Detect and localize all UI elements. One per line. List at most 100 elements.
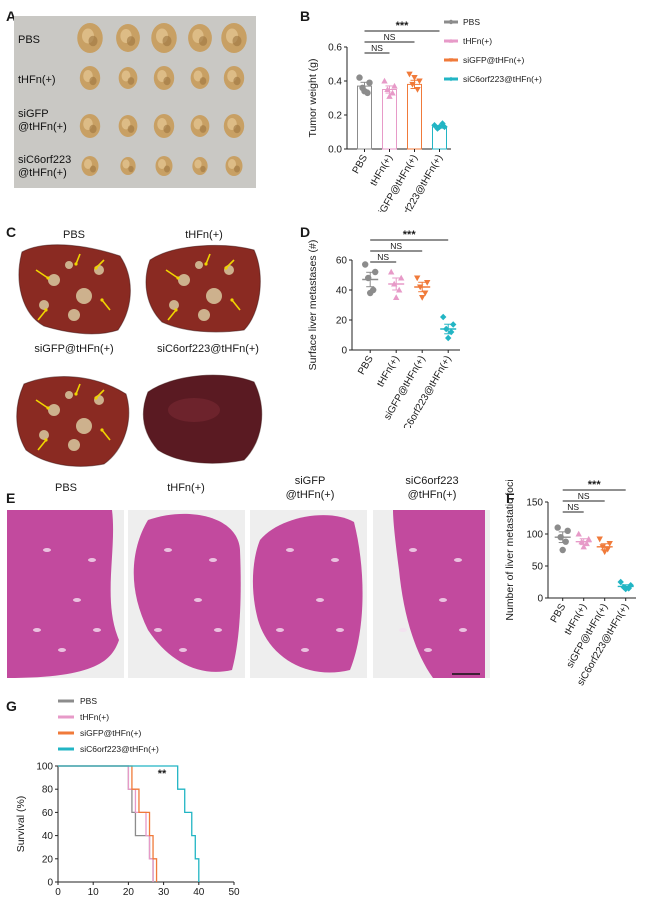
arrow-head [204,262,208,266]
vessel [399,628,407,632]
vessel [209,558,217,562]
y-tick-label: 150 [526,498,543,509]
y-tick-label: 100 [36,762,53,773]
data-point [409,81,416,88]
liver-photos: PBS tHFn(+) siGFP@tHFn(+) siC6orf223@tHFn(+… [16,229,263,467]
liver-label: siGFP@tHFn(+) [34,343,113,355]
data-point [620,583,627,591]
tumor-shadow [199,125,207,133]
data-point [356,74,363,81]
panel-letter-d: D [300,224,311,240]
tumor-photo [14,16,256,188]
tumor-highlight [193,118,203,130]
vessel [331,558,339,562]
tumor-highlight [84,159,92,169]
x-tick-label: 0 [55,887,61,898]
liver-label: tHFn(+) [185,229,223,241]
section-label: @tHFn(+) [286,489,335,501]
data-point [557,534,564,541]
y-tick-label: 0 [537,594,543,605]
data-point [596,536,603,543]
legend-marker [448,19,454,25]
data-point [396,286,403,293]
arrow-indicator [167,309,177,321]
tumor-shadow [232,35,242,47]
tumor-shadow [233,76,241,86]
tumor-sample [81,156,99,176]
significance-label: NS [384,32,396,42]
data-point [393,294,400,301]
vessel [194,598,202,602]
vessel [73,598,81,602]
tissue [7,510,119,678]
tumor-sample [190,67,210,89]
arrow-head [74,262,78,266]
vessel [286,548,294,552]
vessel [33,628,41,632]
histology-section [128,510,245,678]
y-axis-label: Tumor weight (g) [307,59,319,138]
vessel [58,648,66,652]
arrow-indicator [101,299,111,311]
metastatic-nodule [68,439,80,451]
tumor-row-label: siGFP @tHFn(+) [18,108,67,133]
tumor-highlight [121,118,131,130]
survival-chart: PBS tHFn(+) siGFP@tHFn(+) siC6orf223@tHFn(+… [15,696,240,898]
x-tick-label: 50 [228,887,240,898]
tumor-shadow [162,35,172,47]
survival-curve [58,765,154,882]
arrow-indicator [101,429,111,441]
y-tick-label: 0.4 [328,77,342,88]
arrow-head [94,396,98,400]
data-point [564,527,571,534]
tumor-shadow [127,125,135,133]
x-tick-label: 40 [193,887,205,898]
significance-label: *** [403,229,417,241]
tumor-shadow [234,165,240,173]
liver-label: siC6orf223@tHFn(+) [157,343,259,355]
panel-letter-g: G [6,698,17,714]
vessel [88,558,96,562]
vessel [316,598,324,602]
data-point [398,274,405,281]
y-tick-label: 20 [336,316,348,327]
tumor-sample [118,67,138,89]
survival-curve [58,765,158,882]
data-point [361,88,368,95]
tumor-highlight [228,159,236,169]
y-tick-label: 0.0 [328,145,342,156]
arrow-indicator [95,389,105,399]
x-tick-label: PBS [351,153,371,176]
tumor-sample [188,24,212,52]
vessel [301,648,309,652]
legend-marker [448,38,454,43]
vessel [276,628,284,632]
tumor-sample [192,157,208,175]
metastatic-nodule [198,309,210,321]
legend-label: PBS [463,17,480,27]
data-point [578,538,585,545]
data-point [366,79,373,86]
metastatic-nodule [178,274,190,286]
tumor-sample [151,23,177,53]
arrow-head [176,276,180,280]
x-tick-label: tHFn(+) [368,153,395,188]
tumor-sample [79,114,101,138]
data-point [445,334,452,342]
tissue [252,515,363,673]
y-tick-label: 50 [532,562,544,573]
vessel [164,548,172,552]
vessel [93,628,101,632]
tumor-row-label: PBS [18,34,41,46]
liver-body [16,376,129,467]
x-tick-label: PBS [549,602,569,625]
tumor-shadow [127,77,135,85]
data-point [431,122,438,129]
legend-label: tHFn(+) [463,36,492,46]
y-tick-label: 40 [42,831,54,842]
liver-specimen [18,244,131,335]
arrow-head [44,308,48,312]
legend-label: siGFP@tHFn(+) [463,55,524,65]
metastatic-nodule [76,288,92,304]
histology-section [373,510,490,678]
